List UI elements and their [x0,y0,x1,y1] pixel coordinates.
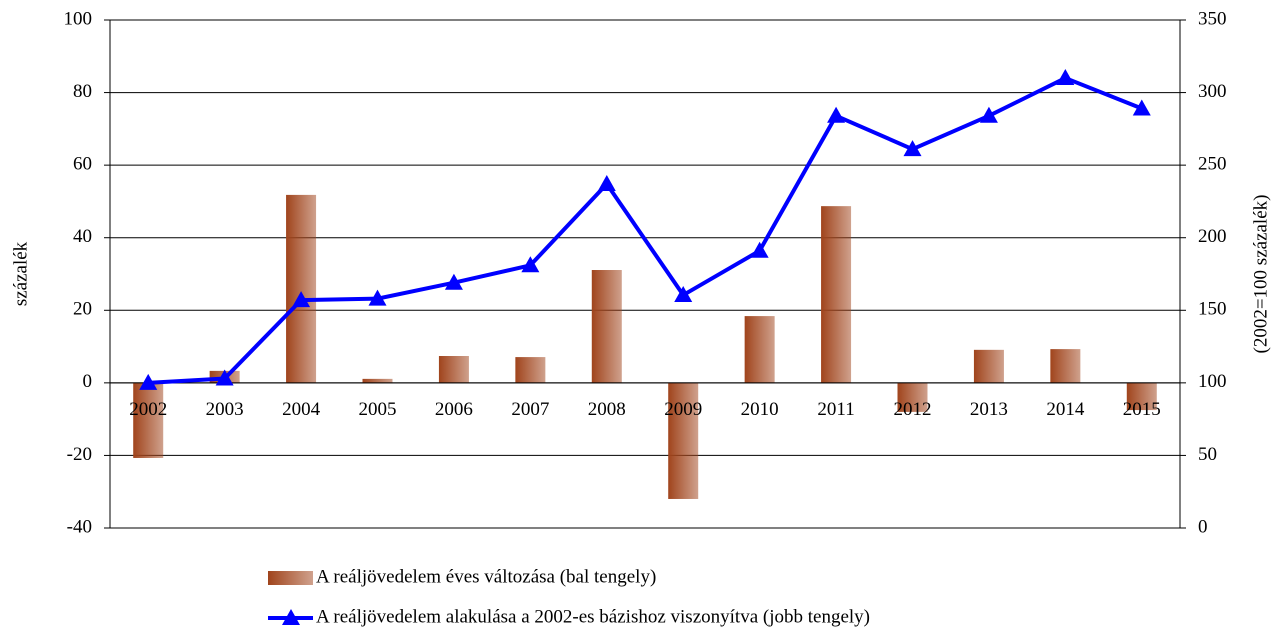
x-tick-label: 2006 [435,399,473,420]
y-tick-label: 80 [73,81,92,102]
y-tick-label: 100 [64,8,93,29]
line-marker [674,286,693,303]
y2-tick-label: 100 [1198,371,1227,392]
x-tick-label: 2012 [894,399,932,420]
bar [133,382,164,458]
x-tick-label: 2007 [511,399,549,420]
legend-marker [282,609,300,625]
x-tick-label: 2003 [206,399,244,420]
line-marker [444,273,463,290]
y-axis-label: százalék [10,241,31,306]
x-tick-label: 2010 [741,399,779,420]
y2-tick-label: 150 [1198,299,1227,320]
line [148,76,1143,385]
bar [438,356,469,383]
bar [744,316,775,383]
bar [1050,349,1081,383]
bar [286,194,317,383]
bar [897,382,928,412]
y2-tick-label: 250 [1198,154,1227,175]
x-tick-label: 2008 [588,399,626,420]
y2-tick-label: 300 [1198,81,1227,102]
x-tick-label: 2004 [282,399,321,420]
line-marker [597,175,616,192]
y2-tick-label: 50 [1198,444,1217,465]
bar [973,349,1004,383]
bar [362,378,393,383]
y-tick-label: 20 [73,299,92,320]
x-tick-label: 2002 [129,399,167,420]
x-tick-label: 2011 [817,399,854,420]
x-tick-label: 2013 [970,399,1008,420]
line-marker [750,241,769,258]
y2-tick-label: 200 [1198,226,1227,247]
line-marker [1056,69,1075,86]
y2-tick-label: 0 [1198,516,1208,537]
y2-axis-label: (2002=100 százalék) [1250,195,1271,354]
y-tick-label: 0 [83,371,93,392]
bar [515,357,546,383]
legend-label: A reáljövedelem alakulása a 2002-es bázi… [316,606,870,627]
y-tick-label: 40 [73,226,92,247]
y-tick-label: -20 [67,444,92,465]
bar [821,206,852,383]
bar [1126,382,1157,411]
x-tick-label: 2015 [1123,399,1161,420]
line-marker [827,106,846,123]
x-tick-label: 2014 [1046,399,1085,420]
line-marker [903,140,922,157]
legend-swatch [268,571,313,585]
line-marker [292,291,311,308]
bar [591,270,622,383]
x-tick-label: 2005 [359,399,397,420]
y2-tick-label: 350 [1198,8,1227,29]
y-tick-label: 60 [73,154,92,175]
line-marker [139,373,158,390]
x-tick-label: 2009 [664,399,702,420]
y-tick-label: -40 [67,516,92,537]
bar [668,382,699,499]
line-marker [521,256,540,273]
plot-frame [109,19,1181,529]
line-marker [215,369,234,386]
line-marker [1132,99,1151,116]
line-marker [368,289,387,306]
line-marker [979,106,998,123]
legend-label: A reáljövedelem éves változása (bal teng… [316,566,656,587]
